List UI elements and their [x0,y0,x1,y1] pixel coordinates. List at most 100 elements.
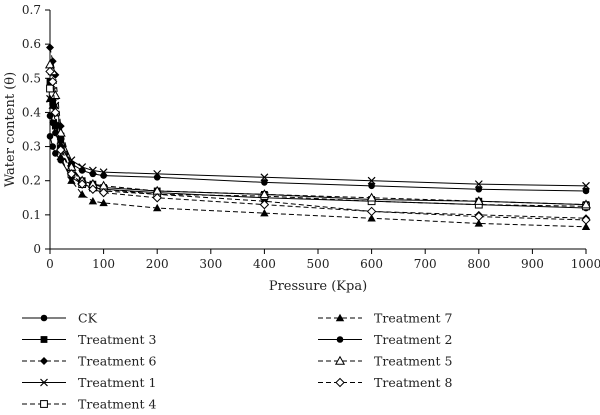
data-point [46,112,54,120]
data-point [78,167,86,174]
axes [49,10,586,250]
x-tick-label: 300 [199,257,222,271]
data-point [55,127,66,137]
data-point [259,199,270,210]
x-axis-title: Pressure (Kpa) [269,279,367,294]
legend-item: Treatment 4 [22,397,156,412]
legend-label: Treatment 4 [78,397,156,412]
data-point [49,119,56,126]
legend-item: CK [22,311,98,326]
series-line [49,98,587,228]
legend-label: CK [78,311,98,326]
y-tick-label: 0.3 [22,140,41,154]
data-point [46,43,54,52]
series-line [49,47,587,219]
data-point [57,136,65,144]
data-point [47,76,58,87]
data-point [366,192,377,202]
legend-marker [336,336,344,343]
legend-label: Treatment 3 [78,332,156,347]
series-treatment-6 [46,43,590,223]
data-point [260,173,269,182]
data-point [77,190,87,198]
data-point [88,197,98,205]
x-tick-label: 200 [146,257,169,271]
data-point [261,179,268,186]
data-point [259,189,270,199]
x-tick-label: 500 [307,257,330,271]
series-line [49,81,587,206]
data-point [260,208,269,217]
data-point [100,172,107,179]
x-tick-label: 0 [46,257,54,271]
data-point [582,187,590,195]
legend-item: Treatment 8 [318,375,452,390]
legend-label: Treatment 2 [374,332,452,347]
data-point [50,90,61,100]
data-point [366,206,377,217]
legend-item: Treatment 1 [22,375,156,390]
data-point [66,169,77,179]
y-tick-label: 0.5 [22,71,41,85]
x-tick-label: 400 [253,257,276,271]
series-treatment-8 [45,66,591,225]
legend: CK Treatment 3 Treatment 6 Treatment 1 Treat… [22,311,452,412]
legend-label: Treatment 5 [374,354,452,369]
data-point [473,195,484,205]
data-point [474,219,483,227]
y-ticks: 0 0.1 0.2 0.3 0.4 0.5 0.6 0.7 [22,3,50,256]
y-tick-label: 0.7 [22,3,41,17]
data-point [56,152,65,161]
y-tick-label: 0 [33,242,41,256]
legend-item: Treatment 5 [318,354,452,369]
series-treatment-5 [44,59,592,209]
data-point [474,180,483,189]
data-point [474,211,484,222]
series-treatment-7 [45,94,591,231]
series-treatment-2 [46,112,590,195]
x-tick-label: 800 [467,257,490,271]
y-tick-label: 0.2 [22,174,41,188]
data-point [99,198,108,207]
data-point [88,184,98,194]
data-point [152,193,162,203]
x-tick-label: 700 [414,257,437,271]
legend-label: Treatment 8 [374,375,452,390]
series-treatment-1 [46,81,590,190]
data-point [153,174,161,181]
data-point [580,199,592,209]
series-line [49,85,587,187]
data-point [77,179,87,189]
y-tick-label: 0.6 [22,37,41,51]
data-point [367,176,376,185]
data-point [368,182,375,190]
legend-item: Treatment 6 [22,354,156,369]
legend-item: Treatment 2 [318,332,452,347]
legend-label: Treatment 7 [374,311,452,326]
x-ticks: 0 100 200 300 400 500 600 700 800 900 1000 [46,249,600,271]
data-point [51,122,59,130]
data-point [67,176,76,184]
data-point [367,214,376,222]
data-point [56,145,66,155]
legend-marker [334,355,346,365]
series-line [49,64,587,206]
legend-marker [40,378,48,387]
x-tick-label: 900 [521,257,544,271]
legend-marker [40,336,48,343]
data-point [581,215,591,225]
y-axis-title: Water content (θ) [3,72,18,187]
series-ck [46,133,590,212]
data-point [50,107,61,118]
series-line [49,115,587,192]
legend-item: Treatment 3 [22,332,156,347]
y-tick-label: 0.1 [22,208,41,222]
legend-marker [40,314,48,322]
data-point [49,143,56,150]
data-point [46,84,54,93]
legend-marker [335,377,345,388]
legend-marker [335,313,345,322]
data-point [89,170,97,178]
data-point [45,94,55,102]
